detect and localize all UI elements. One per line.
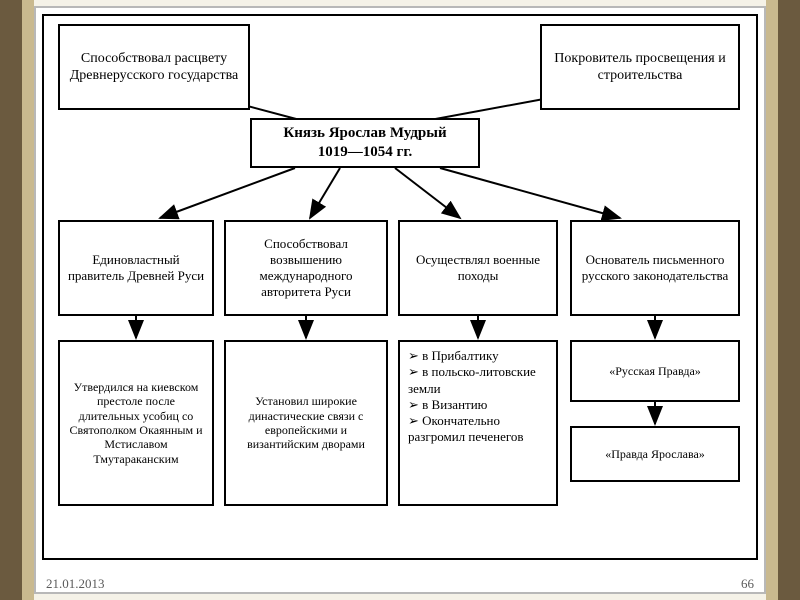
footer-page: 66 (741, 576, 754, 592)
row2-c1-text: Единовластный правитель Древней Руси (66, 252, 206, 285)
row2-c3: Осуществлял военные походы (398, 220, 558, 316)
center-title: Князь Ярослав Мудрый (283, 125, 446, 141)
row2-c2: Способствовал возвышению международного … (224, 220, 388, 316)
row3-c1-text: Утвердился на киевском престоле после дл… (66, 380, 206, 466)
row3-c3: в Прибалтикув польско-литовские землив В… (398, 340, 558, 506)
row3-c2: Установил широкие династические связи с … (224, 340, 388, 506)
top-right-text: Покровитель просвещения и строительства (548, 50, 732, 85)
row2-c4: Основатель письменного русского законода… (570, 220, 740, 316)
top-left-text: Способствовал расцвету Древнерусского го… (66, 50, 242, 85)
top-left-node: Способствовал расцвету Древнерусского го… (58, 24, 250, 110)
row3-c3-item: в Прибалтику (408, 348, 550, 364)
top-right-node: Покровитель просвещения и строительства (540, 24, 740, 110)
row3-c2-text: Установил широкие династические связи с … (232, 394, 380, 452)
row3-c1: Утвердился на киевском престоле после дл… (58, 340, 214, 506)
row3-c4a-text: «Русская Правда» (609, 364, 701, 378)
row3-c3-list: в Прибалтикув польско-литовские землив В… (408, 348, 550, 446)
footer-date: 21.01.2013 (46, 576, 105, 592)
center-years: 1019—1054 гг. (318, 144, 412, 160)
row3-c4b-text: «Правда Ярослава» (605, 447, 705, 461)
row2-c4-text: Основатель письменного русского законода… (578, 252, 732, 285)
row3-c4a: «Русская Правда» (570, 340, 740, 402)
row2-c2-text: Способствовал возвышению международного … (232, 236, 380, 301)
row3-c3-item: в польско-литовские земли (408, 364, 550, 397)
row3-c3-item: Окончательно разгромил печенегов (408, 413, 550, 446)
row3-c3-item: в Византию (408, 397, 550, 413)
row2-c3-text: Осуществлял военные походы (406, 252, 550, 285)
row2-c1: Единовластный правитель Древней Руси (58, 220, 214, 316)
center-node: Князь Ярослав Мудрый 1019—1054 гг. (250, 118, 480, 168)
row3-c4b: «Правда Ярослава» (570, 426, 740, 482)
